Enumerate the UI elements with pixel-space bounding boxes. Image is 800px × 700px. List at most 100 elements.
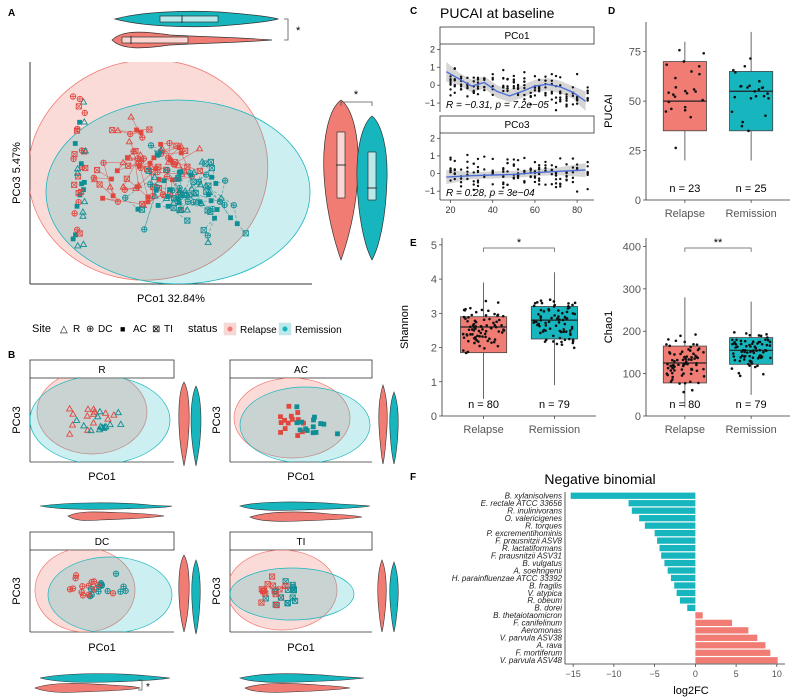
scatter-point	[212, 215, 217, 221]
data-point	[533, 160, 537, 164]
scatter-point	[273, 602, 280, 609]
facet-ti: TI PCo1 PCo3	[211, 531, 399, 693]
bar	[695, 634, 758, 641]
data-point	[533, 176, 537, 179]
scatter-point	[230, 202, 237, 209]
panel-c-pco3-loess-line	[446, 169, 586, 178]
data-point	[523, 86, 526, 90]
data-point	[554, 109, 558, 112]
data-point	[506, 85, 509, 88]
bar	[695, 612, 703, 619]
data-point	[529, 175, 532, 179]
data-point	[449, 179, 452, 182]
scatter-point	[213, 181, 219, 186]
data-point	[459, 168, 463, 171]
data-point	[472, 183, 475, 186]
data-point	[697, 381, 700, 385]
scatter-point	[202, 171, 210, 178]
top-violin-relapse	[111, 31, 273, 49]
data-point	[692, 88, 696, 91]
scatter-point	[120, 583, 127, 590]
data-point	[690, 388, 694, 392]
data-point	[683, 108, 687, 112]
data-point	[550, 79, 554, 83]
n-label: n = 80	[468, 399, 499, 411]
category-label: B. dorei	[534, 604, 562, 613]
data-point	[459, 180, 463, 184]
data-point	[453, 85, 456, 88]
data-point	[769, 356, 772, 360]
data-point	[690, 358, 693, 362]
data-point	[550, 72, 554, 76]
scatter-point	[295, 417, 301, 422]
scatter-point	[70, 155, 77, 163]
bar	[667, 567, 696, 574]
data-point	[734, 346, 737, 349]
data-point	[553, 303, 557, 307]
scatter-point	[202, 160, 209, 167]
data-point	[472, 188, 475, 192]
legend-status-remission: Remission	[278, 322, 342, 336]
x-tick-label: −5	[649, 669, 659, 679]
data-point	[537, 312, 540, 316]
pair-line	[233, 205, 238, 224]
scatter-point	[122, 194, 129, 201]
data-point	[557, 315, 560, 318]
data-point	[466, 87, 469, 90]
data-point	[552, 340, 555, 343]
scatter-point	[93, 412, 102, 420]
data-point	[752, 351, 756, 355]
data-point	[764, 114, 767, 117]
data-point	[483, 155, 486, 158]
data-point	[744, 332, 748, 335]
data-point	[461, 332, 465, 336]
facet-ac-strip: AC	[294, 365, 308, 376]
data-point	[533, 301, 537, 305]
data-point	[564, 316, 567, 320]
data-point	[695, 369, 699, 373]
data-point	[506, 78, 509, 81]
data-point	[469, 325, 472, 329]
data-point	[672, 93, 675, 96]
pair-line	[207, 218, 215, 236]
scatter-point	[83, 426, 92, 433]
data-point	[496, 313, 500, 317]
data-point	[550, 316, 553, 320]
scatter-point	[138, 129, 144, 135]
data-point	[486, 339, 490, 343]
scatter-point	[90, 174, 97, 181]
data-point	[739, 356, 742, 359]
x-tick-label: 60	[530, 205, 540, 215]
data-point	[743, 339, 747, 343]
scatter-point	[145, 199, 151, 205]
scatter-point	[289, 417, 295, 422]
scatter-point	[258, 599, 265, 606]
svg-text:■: ■	[120, 324, 125, 334]
legend-site-dc: ⊕ DC	[86, 324, 112, 335]
scatter-point	[168, 157, 173, 163]
panel-c-facet-pco1: PCo1 2 1 0 −1 R = −0.31, p = 7.2e−05	[425, 26, 595, 112]
data-point	[756, 356, 760, 360]
data-point	[559, 84, 562, 87]
panel-a-right-violins: *	[323, 89, 388, 262]
data-point	[559, 182, 562, 185]
scatter-point	[221, 177, 229, 184]
panel-label-c: C	[410, 6, 417, 17]
data-point	[544, 169, 547, 172]
scatter-point	[90, 578, 98, 585]
scatter-point	[94, 582, 101, 589]
scatter-point	[195, 144, 204, 152]
scatter-point	[147, 181, 154, 188]
data-point	[571, 157, 575, 160]
data-point	[562, 330, 566, 334]
data-point	[674, 76, 677, 80]
data-point	[453, 79, 456, 82]
scatter-point	[137, 158, 145, 165]
data-point	[502, 170, 505, 174]
bar	[644, 522, 696, 529]
data-point	[516, 86, 520, 90]
data-point	[571, 166, 575, 169]
data-point	[491, 183, 494, 186]
data-point	[682, 363, 685, 366]
data-point	[516, 93, 520, 97]
